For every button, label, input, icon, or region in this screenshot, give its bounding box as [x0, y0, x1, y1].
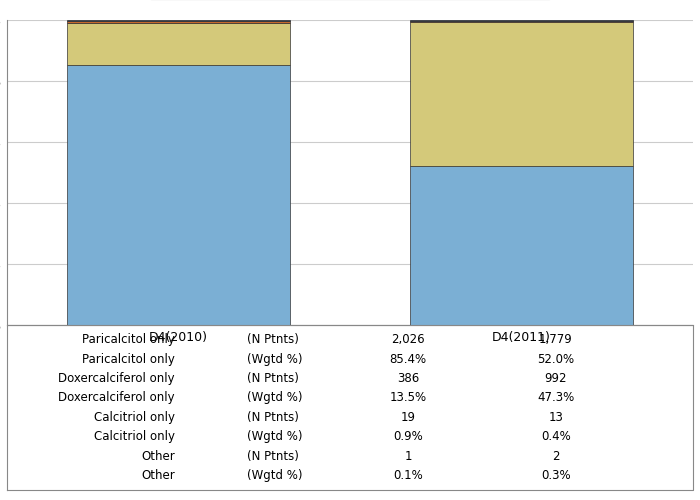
Text: 386: 386 — [397, 372, 419, 385]
Bar — [67, 64, 290, 325]
Text: 0.3%: 0.3% — [541, 469, 570, 482]
Text: 2: 2 — [552, 450, 559, 462]
Text: 1,779: 1,779 — [539, 333, 573, 346]
Text: 0.1%: 0.1% — [393, 469, 424, 482]
Text: (N Ptnts): (N Ptnts) — [247, 333, 299, 346]
Text: 0.4%: 0.4% — [541, 430, 570, 443]
Text: Paricalcitol only: Paricalcitol only — [82, 352, 175, 366]
Text: Doxercalciferol only: Doxercalciferol only — [58, 372, 175, 385]
Bar — [410, 166, 633, 325]
Text: 52.0%: 52.0% — [537, 352, 575, 366]
Text: Other: Other — [141, 469, 175, 482]
Text: (N Ptnts): (N Ptnts) — [247, 372, 299, 385]
Text: Calcitriol only: Calcitriol only — [94, 410, 175, 424]
Text: 1: 1 — [405, 450, 412, 462]
Text: 85.4%: 85.4% — [390, 352, 427, 366]
Text: (Wgtd %): (Wgtd %) — [247, 469, 302, 482]
Text: 13.5%: 13.5% — [390, 392, 427, 404]
Text: 992: 992 — [545, 372, 567, 385]
Text: 19: 19 — [401, 410, 416, 424]
Text: (Wgtd %): (Wgtd %) — [247, 430, 302, 443]
Text: Other: Other — [141, 450, 175, 462]
Text: Paricalcitol only: Paricalcitol only — [82, 333, 175, 346]
Text: 0.9%: 0.9% — [393, 430, 424, 443]
Bar — [410, 20, 633, 21]
Text: (N Ptnts): (N Ptnts) — [247, 450, 299, 462]
Bar — [410, 22, 633, 167]
Bar — [67, 24, 290, 64]
Text: (Wgtd %): (Wgtd %) — [247, 352, 302, 366]
Text: (N Ptnts): (N Ptnts) — [247, 410, 299, 424]
Text: 13: 13 — [548, 410, 564, 424]
Bar — [410, 21, 633, 22]
Text: Calcitriol only: Calcitriol only — [94, 430, 175, 443]
Text: (Wgtd %): (Wgtd %) — [247, 392, 302, 404]
Text: 2,026: 2,026 — [391, 333, 425, 346]
Bar — [67, 20, 290, 24]
Text: Doxercalciferol only: Doxercalciferol only — [58, 392, 175, 404]
Text: 47.3%: 47.3% — [537, 392, 575, 404]
